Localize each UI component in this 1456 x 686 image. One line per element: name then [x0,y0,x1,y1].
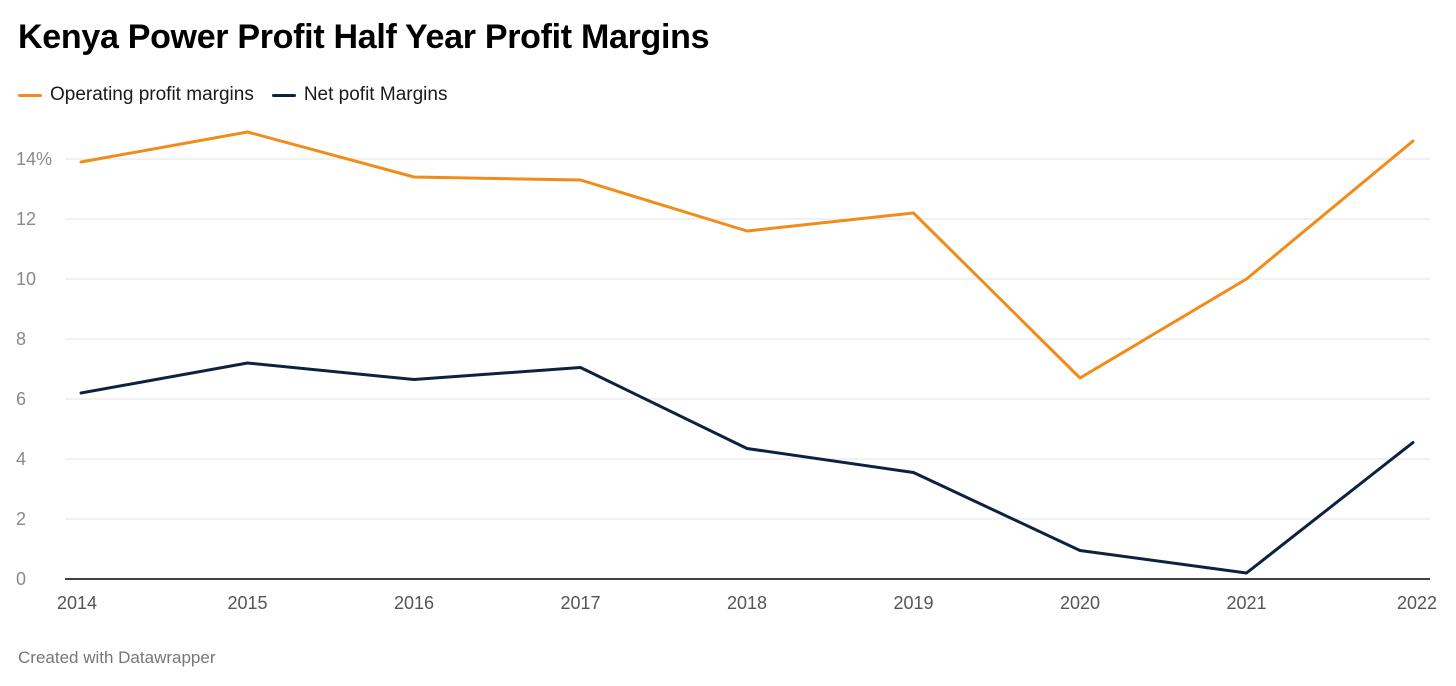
chart-legend: Operating profit margins Net pofit Margi… [18,84,447,106]
data-point-net-2018 [745,447,749,451]
x-tick-label-2019: 2019 [893,593,933,613]
footer-credit: Created with Datawrapper [18,648,216,667]
y-tick-label: 10 [16,269,36,289]
data-point-net-2016 [412,378,416,382]
data-point-operating-2022 [1411,139,1415,143]
legend-item-net: Net pofit Margins [271,84,448,106]
data-point-operating-2018 [745,229,749,233]
chart-title: Kenya Power Profit Half Year Profit Marg… [18,18,710,56]
legend-swatch-operating [18,93,42,97]
data-point-operating-2020 [1078,376,1082,380]
series-line-net-profit [79,361,1415,575]
x-tick-label-2014: 2014 [57,593,97,613]
x-tick-label-2016: 2016 [394,593,434,613]
data-point-net-2015 [246,361,250,365]
x-tick-label-2020: 2020 [1060,593,1100,613]
y-tick-label: 14% [16,149,52,169]
data-point-net-2019 [912,471,916,475]
legend-label-net: Net pofit Margins [303,84,448,105]
data-point-net-2020 [1078,549,1082,553]
data-point-operating-2019 [912,211,916,215]
data-point-operating-2014 [79,160,83,164]
data-point-operating-2015 [246,130,250,134]
data-point-net-2021 [1245,571,1249,575]
legend-label-operating: Operating profit margins [50,84,254,105]
data-point-net-2022 [1411,441,1415,445]
data-point-operating-2017 [579,178,583,182]
legend-item-operating: Operating profit margins [18,84,254,106]
y-axis-ticks: 0 2 4 6 8 10 12 14% [16,149,52,589]
y-tick-label: 8 [16,329,26,349]
series-layer [79,130,1415,575]
data-point-operating-2016 [412,175,416,179]
x-tick-label-2021: 2021 [1226,593,1266,613]
x-tick-label-2017: 2017 [560,593,600,613]
grid-layer [65,158,1430,580]
series-line-operating-profit [79,130,1415,380]
legend-swatch-net [271,93,296,97]
y-tick-label: 4 [16,449,26,469]
x-tick-label-2022: 2022 [1397,593,1437,613]
data-point-operating-2021 [1245,277,1249,281]
y-tick-label: 0 [16,569,26,589]
data-point-net-2014 [79,391,83,395]
y-tick-label: 2 [16,509,26,529]
x-tick-label-2015: 2015 [227,593,267,613]
x-axis-ticks: 2014 2015 2016 2017 2018 2019 2020 2021 2022 [57,593,1437,613]
y-tick-label: 6 [16,389,26,409]
data-point-net-2017 [579,366,583,370]
y-tick-label: 12 [16,209,36,229]
x-tick-label-2018: 2018 [727,593,767,613]
